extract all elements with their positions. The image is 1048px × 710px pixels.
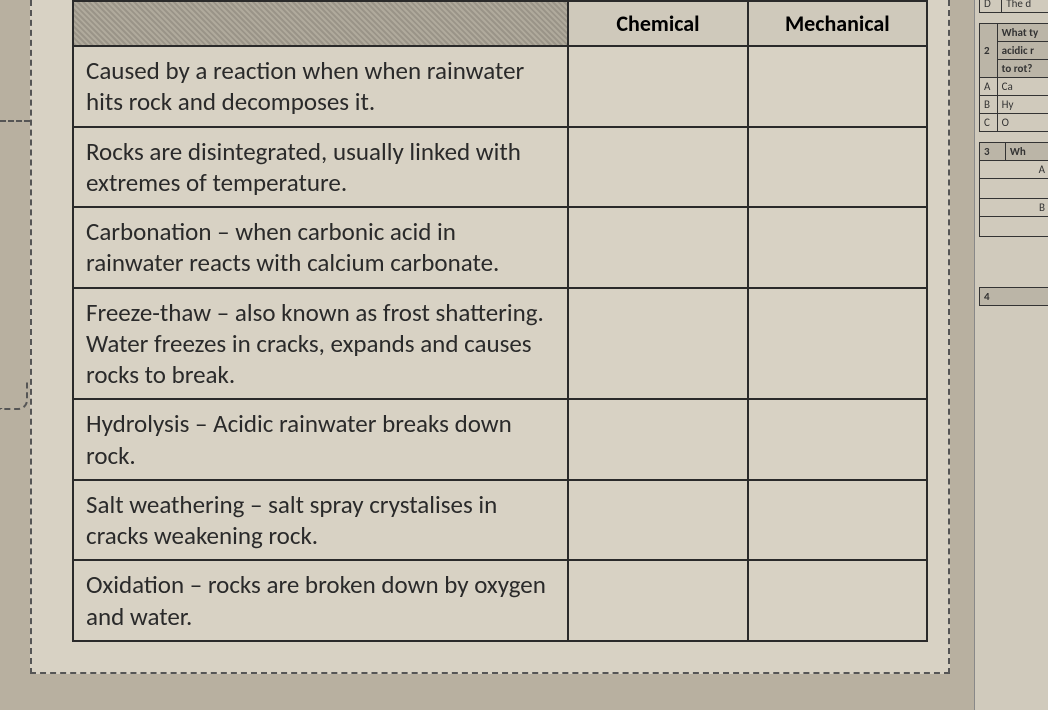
table-row: Oxidation – rocks are broken down by oxy… <box>73 560 927 641</box>
cell-chemical[interactable] <box>568 480 747 561</box>
side-qnum: 3 <box>980 143 1006 161</box>
cell-chemical[interactable] <box>568 46 747 127</box>
cell-mechanical[interactable] <box>748 207 927 288</box>
weathering-table: Chemical Mechanical Caused by a reaction… <box>72 0 928 642</box>
table-row: Rocks are disintegrated, usually linked … <box>73 127 927 208</box>
side-cell: acidic r <box>997 42 1048 60</box>
page-edge-dash-corner <box>0 380 28 410</box>
side-cell: What ty <box>997 24 1048 42</box>
cell-mechanical[interactable] <box>748 46 927 127</box>
worksheet-page: Chemical Mechanical Caused by a reaction… <box>30 0 950 674</box>
cell-chemical[interactable] <box>568 288 747 400</box>
cell-mechanical[interactable] <box>748 480 927 561</box>
side-table-0: DThe d <box>979 0 1048 13</box>
side-cell: The d <box>1002 0 1048 13</box>
side-cell: D <box>980 0 1002 13</box>
cell-chemical[interactable] <box>568 560 747 641</box>
row-description: Caused by a reaction when when rainwater… <box>73 46 568 127</box>
side-blank <box>980 179 1048 199</box>
cell-chemical[interactable] <box>568 207 747 288</box>
side-table-q4: 4 <box>979 287 1048 306</box>
cell-chemical[interactable] <box>568 399 747 480</box>
table-header-row: Chemical Mechanical <box>73 1 927 46</box>
side-opt-letter: A <box>980 78 998 96</box>
row-description: Rocks are disintegrated, usually linked … <box>73 127 568 208</box>
row-description: Freeze-thaw – also known as frost shatte… <box>73 288 568 400</box>
cell-chemical[interactable] <box>568 127 747 208</box>
side-opt-letter: A <box>980 161 1048 179</box>
row-description: Oxidation – rocks are broken down by oxy… <box>73 560 568 641</box>
adjacent-page-fragment: DThe d 2 What ty acidic r to rot? ACa BH… <box>974 0 1048 710</box>
side-opt-text: Hy <box>997 96 1048 114</box>
side-cell: Wh <box>1005 143 1048 161</box>
side-opt-text: Ca <box>997 78 1048 96</box>
cell-mechanical[interactable] <box>748 399 927 480</box>
table-row: Carbonation – when carbonic acid in rain… <box>73 207 927 288</box>
side-opt-text: O <box>997 114 1048 132</box>
cell-mechanical[interactable] <box>748 127 927 208</box>
side-opt-letter: B <box>980 96 998 114</box>
side-opt-letter: B <box>980 199 1048 217</box>
table-row: Hydrolysis – Acidic rainwater breaks dow… <box>73 399 927 480</box>
table-row: Freeze-thaw – also known as frost shatte… <box>73 288 927 400</box>
side-opt-letter: C <box>980 114 998 132</box>
row-description: Carbonation – when carbonic acid in rain… <box>73 207 568 288</box>
side-qnum: 2 <box>980 24 998 78</box>
col-header-description <box>73 1 568 46</box>
side-cell: to rot? <box>997 60 1048 78</box>
table-row: Salt weathering – salt spray crystalises… <box>73 480 927 561</box>
cell-mechanical[interactable] <box>748 560 927 641</box>
table-row: Caused by a reaction when when rainwater… <box>73 46 927 127</box>
side-qnum: 4 <box>980 288 1048 306</box>
row-description: Salt weathering – salt spray crystalises… <box>73 480 568 561</box>
page-edge-dash <box>0 120 30 122</box>
col-header-chemical: Chemical <box>568 1 747 46</box>
side-table-q2: 2 What ty acidic r to rot? ACa BHy CO <box>979 23 1048 132</box>
side-table-q3: 3Wh A B <box>979 142 1048 237</box>
row-description: Hydrolysis – Acidic rainwater breaks dow… <box>73 399 568 480</box>
col-header-mechanical: Mechanical <box>748 1 927 46</box>
cell-mechanical[interactable] <box>748 288 927 400</box>
side-blank <box>980 217 1048 237</box>
